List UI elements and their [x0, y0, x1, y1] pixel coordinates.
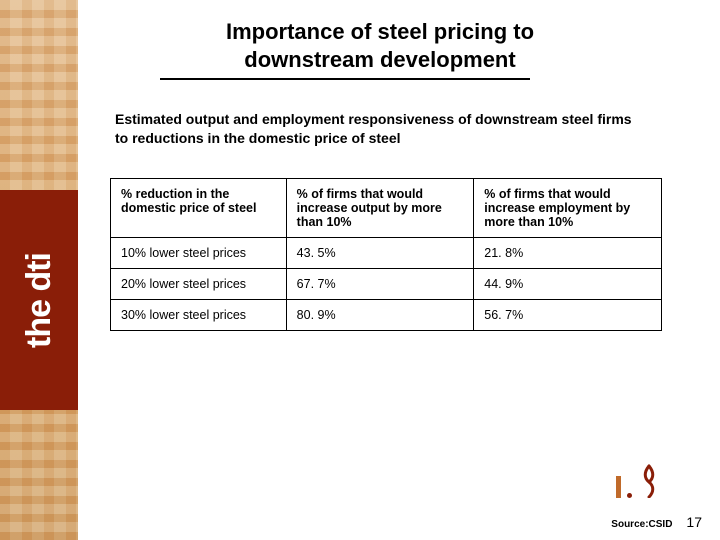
brand-logo-text: the dti: [20, 253, 59, 348]
table-header-row: % reduction in the domestic price of ste…: [111, 179, 662, 238]
brand-bar-icon: [616, 476, 621, 498]
table-cell: 43. 5%: [286, 238, 474, 269]
table-row: 10% lower steel prices 43. 5% 21. 8%: [111, 238, 662, 269]
table-cell: 67. 7%: [286, 269, 474, 300]
table-header-cell: % reduction in the domestic price of ste…: [111, 179, 287, 238]
responsiveness-table: % reduction in the domestic price of ste…: [110, 178, 662, 331]
page-title: Importance of steel pricing to downstrea…: [160, 18, 600, 73]
table-caption: Estimated output and employment responsi…: [115, 110, 635, 148]
table-header-cell: % of firms that would increase employmen…: [474, 179, 662, 238]
ribbon-icon: [638, 464, 660, 498]
page-number: 17: [686, 514, 702, 530]
table-cell: 21. 8%: [474, 238, 662, 269]
title-underline: [160, 78, 530, 80]
slide: the dti Importance of steel pricing to d…: [0, 0, 720, 540]
source-label: Source:CSID: [611, 519, 672, 530]
footer: Source:CSID 17: [611, 514, 702, 530]
table-cell: 10% lower steel prices: [111, 238, 287, 269]
table-cell: 80. 9%: [286, 300, 474, 331]
table-row: 30% lower steel prices 80. 9% 56. 7%: [111, 300, 662, 331]
table-cell: 20% lower steel prices: [111, 269, 287, 300]
side-strip: the dti: [0, 0, 78, 540]
table-cell: 44. 9%: [474, 269, 662, 300]
brand-band: the dti: [0, 190, 78, 410]
brand-mark-icon: [616, 464, 660, 498]
table-cell: 56. 7%: [474, 300, 662, 331]
table-row: 20% lower steel prices 67. 7% 44. 9%: [111, 269, 662, 300]
table-cell: 30% lower steel prices: [111, 300, 287, 331]
table-header-cell: % of firms that would increase output by…: [286, 179, 474, 238]
brand-dot-icon: [627, 493, 632, 498]
